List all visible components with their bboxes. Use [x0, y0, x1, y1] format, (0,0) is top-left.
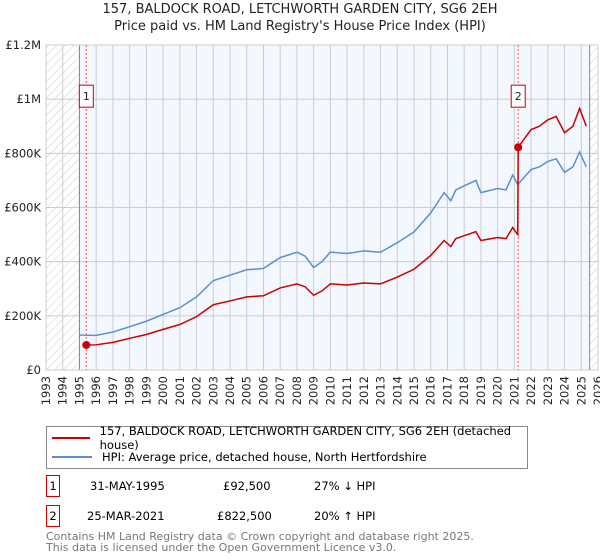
sale-label: 2 [515, 90, 522, 103]
x-tick-label: 2004 [223, 376, 237, 405]
transaction-price: £822,500 [217, 509, 272, 523]
sale-label-box [78, 84, 94, 108]
x-tick-label: 2016 [424, 376, 438, 405]
legend-blue-line [52, 456, 92, 458]
x-tick-label: 2015 [407, 376, 421, 405]
x-tick-label: 2022 [524, 376, 538, 405]
y-tick-label: £200K [4, 309, 41, 323]
y-tick-label: £1M [16, 92, 41, 106]
transaction-number: 1 [46, 475, 60, 497]
chart-title: 157, BALDOCK ROAD, LETCHWORTH GARDEN CIT… [102, 2, 498, 17]
footer-copyright: Contains HM Land Registry data © Crown c… [46, 530, 474, 543]
x-tick-label: 2019 [474, 376, 488, 405]
x-tick-label: 2026 [591, 376, 600, 405]
x-tick-label: 2018 [457, 376, 471, 405]
x-tick-label: 2009 [307, 376, 321, 405]
x-tick-label: 2012 [357, 376, 371, 405]
x-tick-label: 2024 [558, 376, 572, 405]
x-tick-label: 2013 [374, 376, 388, 405]
x-tick-label: 1997 [106, 376, 120, 405]
x-tick-label: 2007 [273, 376, 287, 405]
y-tick-label: £1.2M [5, 38, 41, 52]
x-tick-label: 2005 [240, 376, 254, 405]
x-tick-label: 2008 [290, 376, 304, 405]
legend-property-label: 157, BALDOCK ROAD, LETCHWORTH GARDEN CIT… [99, 424, 512, 452]
sale-point [514, 143, 523, 152]
x-tick-label: 1999 [139, 376, 153, 405]
legend-red-line [52, 437, 90, 439]
plot-border [45, 44, 599, 371]
transaction-number: 2 [46, 505, 60, 527]
x-tick-label: 2010 [323, 376, 337, 405]
x-tick-label: 2017 [440, 376, 454, 405]
y-tick-label: £400K [4, 255, 41, 269]
chart-subtitle: Price paid vs. HM Land Registry's House … [114, 19, 486, 34]
x-tick-label: 2025 [574, 376, 588, 405]
x-tick-label: 2020 [491, 376, 505, 405]
transaction-date: 31-MAY-1995 [90, 479, 165, 493]
x-tick-label: 1994 [56, 376, 70, 405]
y-tick-label: £800K [4, 146, 41, 160]
x-tick-label: 2014 [390, 376, 404, 405]
x-tick-label: 2021 [507, 376, 521, 405]
x-tick-label: 2001 [173, 376, 187, 405]
transaction-hpi: 27% ↓ HPI [314, 479, 376, 493]
property-price-line [86, 106, 587, 346]
y-tick-label: £0 [26, 363, 41, 377]
x-tick-label: 2002 [190, 376, 204, 405]
y-tick-label: £600K [4, 201, 41, 215]
x-tick-label: 1993 [39, 376, 53, 405]
x-tick-label: 1995 [72, 376, 86, 405]
footer-licence: This data is licensed under the Open Gov… [46, 541, 397, 554]
x-tick-label: 2006 [256, 376, 270, 405]
x-tick-label: 1998 [123, 376, 137, 405]
x-tick-label: 1996 [89, 376, 103, 405]
sale-label: 1 [83, 90, 90, 103]
sale-point [82, 340, 91, 349]
x-tick-label: 2000 [156, 376, 170, 405]
sale-label-box [510, 84, 526, 108]
x-tick-label: 2003 [206, 376, 220, 405]
x-tick-label: 2011 [340, 376, 354, 405]
transaction-hpi: 20% ↑ HPI [314, 509, 376, 523]
transaction-price: £92,500 [223, 479, 271, 493]
legend: 157, BALDOCK ROAD, LETCHWORTH GARDEN CIT… [46, 424, 528, 469]
hpi-line [79, 150, 587, 337]
transaction-date: 25-MAR-2021 [87, 509, 165, 523]
x-tick-label: 2023 [541, 376, 555, 405]
plot-area: 1993 1994 1995 1996 1997 1998 1999 2000 2001 2002… [4, 38, 600, 405]
legend-hpi-label: HPI: Average price, detached house, Nort… [102, 450, 427, 464]
